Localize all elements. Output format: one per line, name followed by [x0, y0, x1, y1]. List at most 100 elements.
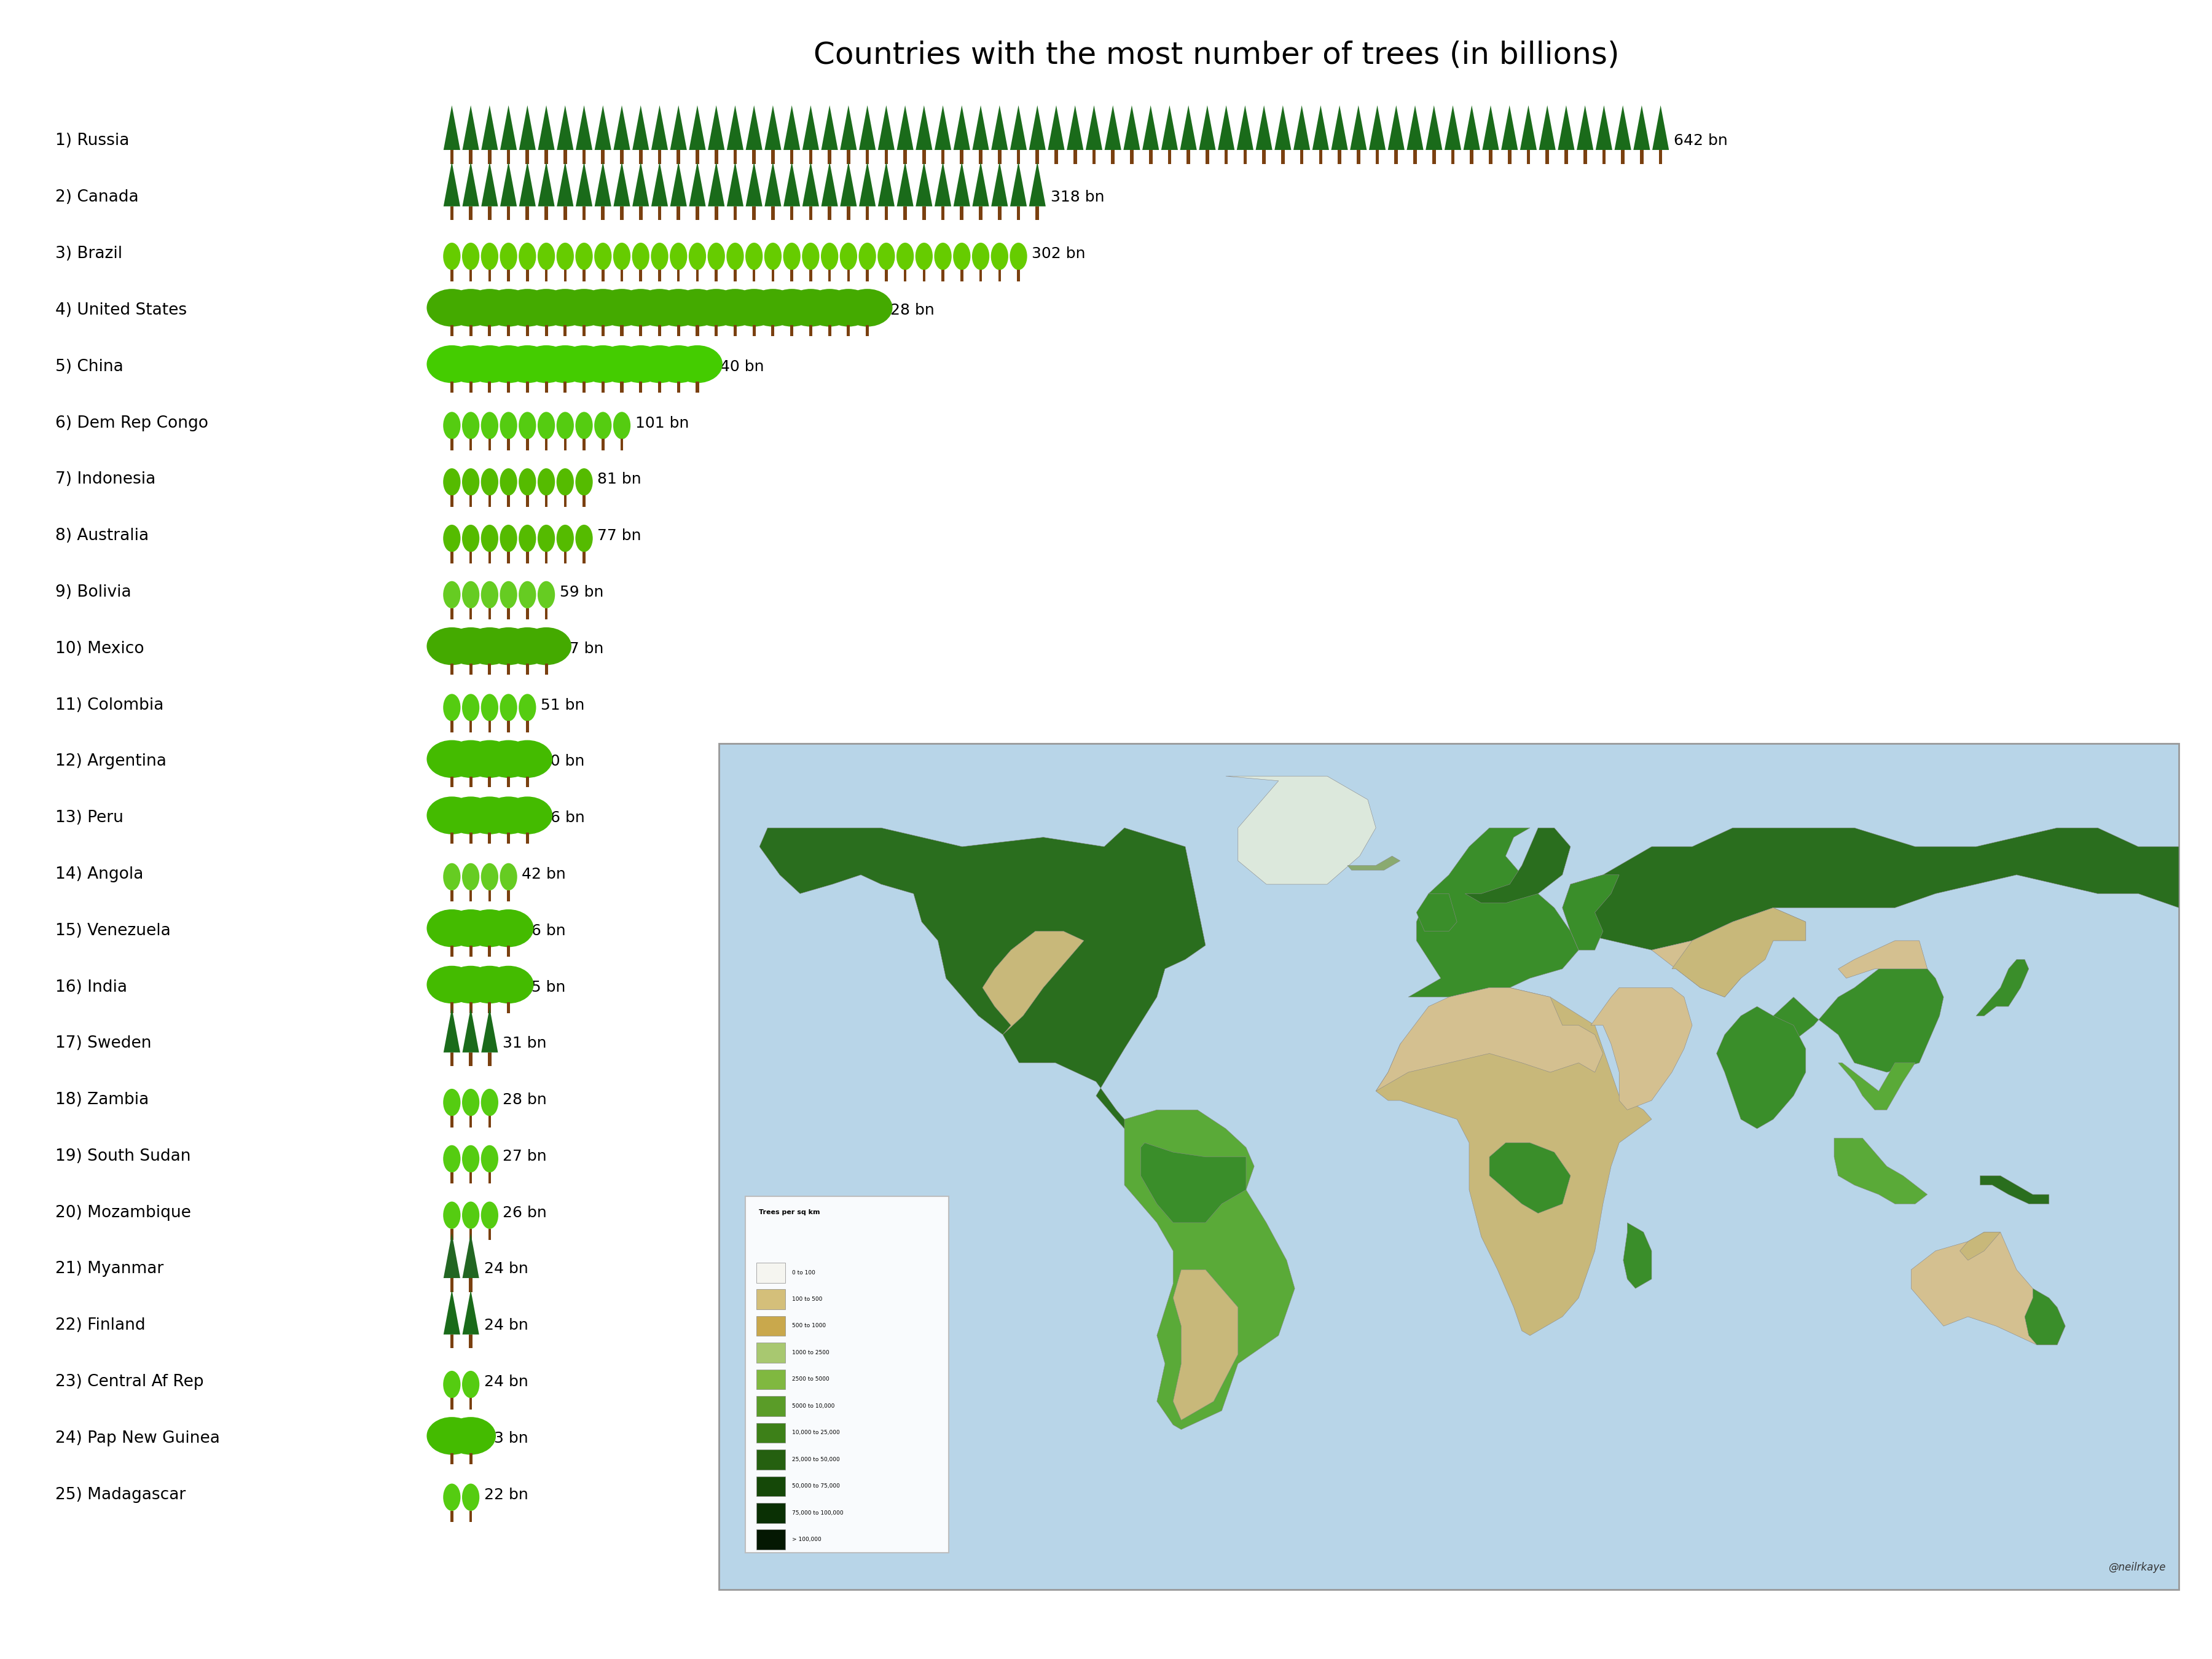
Polygon shape	[451, 776, 453, 788]
Polygon shape	[1464, 828, 1571, 902]
Polygon shape	[714, 206, 719, 221]
Ellipse shape	[538, 524, 555, 552]
Polygon shape	[489, 552, 491, 562]
Polygon shape	[489, 722, 491, 732]
Polygon shape	[575, 105, 593, 149]
Bar	[757, 1397, 785, 1417]
Polygon shape	[557, 105, 573, 149]
Polygon shape	[1562, 828, 2179, 951]
Polygon shape	[657, 149, 661, 164]
Ellipse shape	[442, 1201, 460, 1229]
Polygon shape	[734, 325, 737, 337]
Polygon shape	[602, 382, 604, 393]
Polygon shape	[1464, 105, 1480, 149]
Polygon shape	[1237, 105, 1254, 149]
Polygon shape	[449, 1277, 453, 1292]
Polygon shape	[841, 161, 856, 206]
Polygon shape	[1413, 149, 1418, 164]
Polygon shape	[462, 1233, 480, 1277]
Polygon shape	[469, 1277, 473, 1292]
Ellipse shape	[783, 242, 801, 270]
Polygon shape	[469, 325, 473, 337]
Text: 3) Brazil: 3) Brazil	[55, 246, 122, 262]
Polygon shape	[544, 609, 549, 619]
Polygon shape	[1029, 161, 1046, 206]
Polygon shape	[847, 270, 849, 280]
Polygon shape	[451, 270, 453, 280]
Polygon shape	[803, 161, 818, 206]
Polygon shape	[772, 149, 774, 164]
Polygon shape	[507, 776, 511, 788]
Text: 13) Peru: 13) Peru	[55, 810, 124, 826]
Ellipse shape	[462, 1088, 480, 1117]
Polygon shape	[469, 609, 471, 619]
Polygon shape	[507, 149, 511, 164]
Polygon shape	[507, 609, 511, 619]
Polygon shape	[783, 105, 801, 149]
Text: 25) Madagascar: 25) Madagascar	[55, 1486, 186, 1503]
Polygon shape	[960, 206, 964, 221]
Polygon shape	[538, 105, 555, 149]
Text: 35 bn: 35 bn	[522, 980, 566, 994]
Ellipse shape	[518, 693, 535, 722]
Polygon shape	[1482, 105, 1500, 149]
Circle shape	[560, 345, 608, 383]
Polygon shape	[449, 1052, 453, 1067]
Bar	[757, 1289, 785, 1309]
Text: 100 to 500: 100 to 500	[792, 1296, 823, 1302]
Text: 11) Colombia: 11) Colombia	[55, 697, 164, 713]
Polygon shape	[1332, 105, 1347, 149]
Polygon shape	[482, 105, 498, 149]
Polygon shape	[841, 105, 856, 149]
Polygon shape	[752, 149, 757, 164]
Ellipse shape	[480, 242, 498, 270]
Polygon shape	[1356, 149, 1360, 164]
Ellipse shape	[821, 242, 838, 270]
Circle shape	[748, 289, 799, 327]
Polygon shape	[489, 776, 491, 788]
Polygon shape	[507, 270, 511, 280]
Polygon shape	[489, 609, 491, 619]
Ellipse shape	[538, 411, 555, 440]
Polygon shape	[697, 270, 699, 280]
Ellipse shape	[442, 693, 460, 722]
Circle shape	[465, 966, 515, 1004]
Polygon shape	[449, 206, 453, 221]
Ellipse shape	[462, 581, 480, 609]
Text: @neilrkaye: @neilrkaye	[2108, 1561, 2166, 1573]
Ellipse shape	[480, 863, 498, 891]
Polygon shape	[507, 382, 511, 393]
Polygon shape	[1225, 149, 1228, 164]
Polygon shape	[847, 149, 849, 164]
Polygon shape	[973, 161, 989, 206]
Polygon shape	[602, 270, 604, 280]
Polygon shape	[489, 1117, 491, 1126]
Polygon shape	[582, 440, 586, 450]
Circle shape	[427, 627, 478, 665]
Polygon shape	[507, 1002, 511, 1014]
Ellipse shape	[745, 242, 763, 270]
Polygon shape	[469, 382, 473, 393]
Circle shape	[577, 345, 628, 383]
Polygon shape	[991, 105, 1009, 149]
Polygon shape	[1219, 105, 1234, 149]
Ellipse shape	[518, 468, 535, 496]
Bar	[757, 1262, 785, 1282]
Polygon shape	[810, 270, 812, 280]
Circle shape	[502, 627, 553, 665]
Polygon shape	[544, 664, 549, 675]
Polygon shape	[469, 1229, 471, 1239]
Polygon shape	[1409, 828, 1579, 997]
Polygon shape	[695, 206, 699, 221]
Text: > 100,000: > 100,000	[792, 1536, 821, 1543]
Text: 10,000 to 25,000: 10,000 to 25,000	[792, 1430, 841, 1435]
Polygon shape	[1416, 894, 1458, 931]
Bar	[757, 1369, 785, 1390]
Circle shape	[502, 289, 553, 327]
Polygon shape	[714, 270, 717, 280]
Text: 59 bn: 59 bn	[560, 586, 604, 599]
Text: 42 bn: 42 bn	[522, 868, 566, 881]
Circle shape	[522, 345, 571, 383]
Polygon shape	[810, 206, 812, 221]
Polygon shape	[1256, 105, 1272, 149]
